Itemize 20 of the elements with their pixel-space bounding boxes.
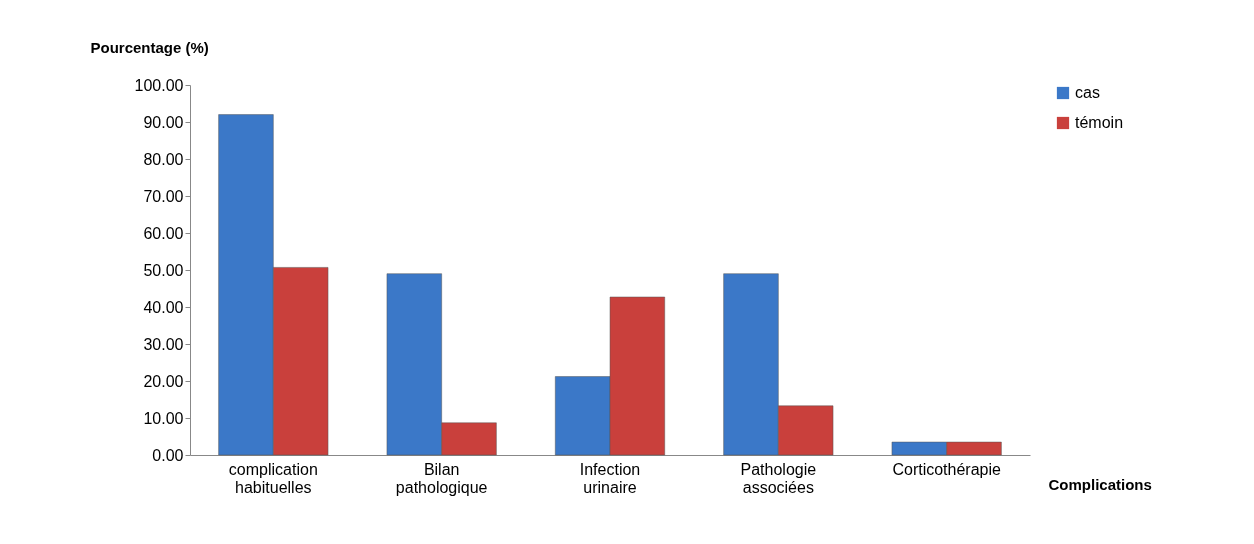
y-tick-label: 0.00	[152, 446, 184, 464]
y-axis-title: Pourcentage (%)	[90, 38, 209, 56]
x-tick-label: Pathologie associées	[740, 460, 817, 496]
x-tick-label: Corticothérapie	[892, 460, 1002, 478]
y-tick-label: 100.00	[134, 76, 184, 94]
y-tick-label: 80.00	[143, 150, 184, 168]
y-tick-label: 60.00	[143, 224, 184, 242]
y-tick-label: 90.00	[143, 113, 184, 131]
y-tick-label: 40.00	[143, 298, 184, 316]
legend-label: cas	[1075, 84, 1100, 101]
legend-label: témoin	[1075, 114, 1124, 131]
x-tick-label: complication habituelles	[228, 460, 318, 496]
x-tick-label: Infection urinaire	[579, 460, 641, 496]
y-tick-label: 20.00	[143, 372, 184, 390]
y-tick-label: 50.00	[143, 261, 184, 279]
y-tick-label: 70.00	[143, 187, 184, 205]
y-tick-label: 10.00	[143, 409, 184, 427]
x-axis-title: Complications	[1048, 475, 1152, 493]
x-tick-label: Bilan pathologique	[395, 460, 488, 496]
y-tick-label: 30.00	[143, 335, 184, 353]
